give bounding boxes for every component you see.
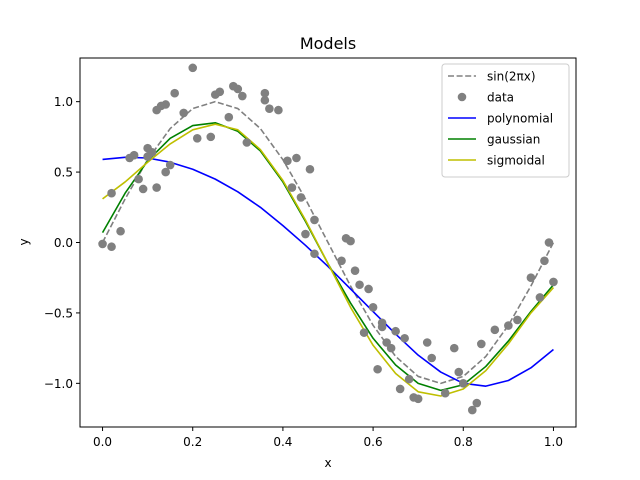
data-point	[287, 183, 297, 192]
data-point	[215, 87, 225, 97]
x-tick-label: 0.2	[183, 435, 202, 449]
x-tick-label: 0.8	[454, 435, 473, 449]
data-point	[477, 339, 486, 349]
x-tick-label: 0.4	[273, 435, 292, 449]
data-point	[170, 88, 179, 98]
data-point	[373, 364, 382, 374]
data-point	[454, 367, 464, 377]
data-point	[391, 326, 400, 336]
data-point	[422, 338, 432, 347]
data-point	[224, 112, 234, 122]
data-point	[161, 100, 170, 109]
legend: sin(2πx) data polynomial gaussian sigmoidal	[441, 63, 570, 178]
data-point	[395, 384, 405, 394]
x-axis-label: x	[324, 456, 331, 470]
legend-label-sigmoidal: sigmoidal	[487, 154, 545, 168]
legend-label-polynomial: polynomial	[487, 112, 553, 126]
y-axis-label: y	[17, 238, 31, 245]
y-tick-label: 1.0	[54, 95, 73, 109]
series-line-sin-2-x-0	[101, 100, 555, 385]
x-tick-label: 0.0	[93, 435, 112, 449]
data-point	[260, 88, 270, 98]
series-line-polynomial-1	[102, 156, 554, 387]
data-point	[490, 325, 500, 335]
data-point	[359, 328, 369, 337]
data-point	[134, 174, 143, 184]
series-line-sigmoidal-3	[102, 123, 555, 397]
data-point	[368, 302, 378, 312]
data-point	[404, 374, 414, 384]
x-tick-label: 1.0	[544, 435, 563, 449]
data-point	[504, 321, 513, 330]
data-point	[129, 150, 139, 160]
legend-marker-data	[457, 92, 467, 102]
data-point	[188, 63, 198, 73]
chart-title: Models	[300, 34, 356, 53]
data-point	[206, 132, 216, 142]
data-point	[386, 343, 396, 353]
legend-box	[441, 63, 570, 178]
data-point	[377, 322, 387, 332]
data-point	[296, 193, 306, 202]
data-point	[413, 394, 423, 404]
data-point	[161, 167, 170, 177]
data-point	[242, 138, 252, 147]
data-point	[301, 229, 310, 239]
data-point	[107, 242, 116, 252]
data-point	[467, 405, 477, 415]
data-point	[549, 277, 558, 287]
data-point	[513, 315, 522, 325]
data-point	[427, 353, 437, 363]
plot-layer	[98, 63, 558, 415]
data-point	[526, 273, 536, 283]
data-point	[265, 104, 274, 113]
y-tick-label: 0.0	[54, 236, 73, 250]
data-point	[544, 238, 554, 247]
y-tick-label: −0.5	[44, 306, 73, 320]
data-point	[346, 236, 355, 246]
data-point	[147, 148, 157, 157]
data-point	[400, 333, 409, 343]
data-point	[449, 343, 459, 353]
legend-label-data: data	[487, 91, 514, 105]
data-point	[535, 293, 545, 302]
data-point	[179, 108, 189, 118]
data-point	[192, 133, 202, 143]
data-point	[274, 105, 283, 115]
data-point	[337, 256, 346, 266]
data-point	[472, 398, 482, 408]
data-point	[310, 249, 319, 259]
y-tick-label: −1.0	[44, 377, 73, 391]
data-points	[98, 63, 558, 415]
data-point	[116, 226, 125, 236]
legend-label-sin-2-x: sin(2πx)	[487, 70, 536, 84]
data-point	[283, 156, 292, 166]
data-point	[310, 215, 319, 225]
data-point	[138, 184, 148, 194]
data-point	[292, 153, 301, 163]
data-point	[238, 91, 247, 101]
data-point	[350, 266, 360, 275]
axis-ticks: 0.0 0.2 0.4 0.6 0.8 1.0 −1.0 −0.5 0.0 0.5 1.0	[44, 95, 563, 449]
data-point	[152, 183, 161, 192]
data-point	[305, 164, 315, 174]
data-point	[98, 239, 107, 249]
data-point	[260, 95, 270, 105]
legend-label-gaussian: gaussian	[487, 133, 540, 147]
y-tick-label: 0.5	[54, 166, 73, 180]
data-point	[107, 188, 116, 198]
data-point	[440, 388, 450, 398]
x-tick-label: 0.6	[364, 435, 383, 449]
data-point	[355, 280, 364, 290]
data-point	[233, 84, 243, 94]
data-point	[540, 256, 549, 266]
data-point	[165, 160, 175, 170]
data-point	[364, 284, 373, 294]
data-point	[458, 379, 468, 388]
